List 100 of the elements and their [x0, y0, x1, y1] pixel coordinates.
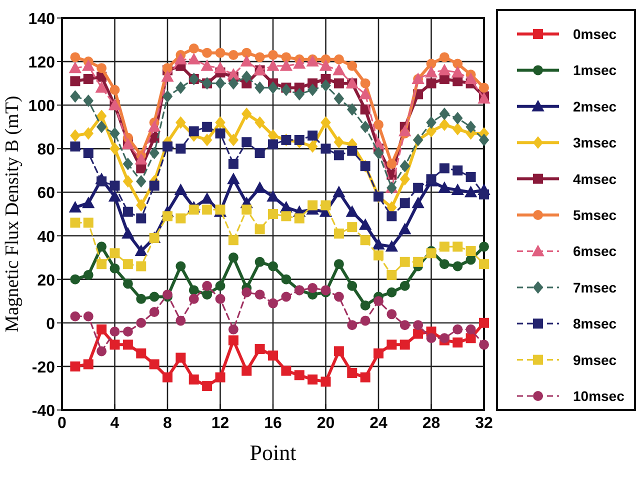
point — [452, 324, 463, 334]
point — [136, 199, 146, 212]
point — [70, 52, 80, 62]
point — [439, 118, 450, 131]
point — [412, 197, 424, 208]
point — [202, 290, 212, 300]
point — [346, 206, 358, 217]
point — [149, 180, 160, 191]
point — [82, 197, 94, 208]
point — [281, 52, 292, 62]
point — [400, 280, 410, 291]
point — [228, 252, 238, 263]
point — [466, 324, 476, 334]
point — [70, 361, 80, 372]
point — [466, 172, 476, 182]
point — [452, 123, 463, 136]
point — [110, 180, 120, 191]
point — [188, 53, 200, 64]
point — [96, 242, 107, 252]
point — [202, 280, 212, 291]
point — [360, 372, 370, 382]
point — [83, 359, 94, 370]
point — [242, 287, 252, 298]
point — [308, 84, 318, 96]
point — [162, 141, 172, 152]
point — [359, 218, 372, 230]
y-tick-label: 140 — [28, 11, 56, 28]
point — [332, 186, 345, 198]
point — [96, 259, 107, 270]
point — [176, 116, 186, 129]
x-tick-label: 28 — [422, 415, 440, 432]
point — [268, 350, 278, 361]
x-tick-label: 8 — [163, 415, 172, 432]
point — [398, 223, 411, 234]
point — [334, 259, 344, 270]
point — [202, 122, 212, 132]
point — [479, 189, 489, 200]
point — [400, 198, 410, 208]
point — [228, 134, 238, 146]
point — [136, 261, 146, 272]
point — [188, 126, 199, 136]
y-tick-label: 120 — [28, 54, 56, 72]
point — [188, 43, 199, 54]
point — [202, 134, 212, 146]
point — [188, 204, 199, 215]
point — [70, 218, 80, 228]
point — [452, 165, 463, 176]
point — [479, 259, 489, 270]
point — [386, 340, 397, 350]
point — [400, 320, 410, 330]
point — [242, 137, 252, 148]
point — [334, 78, 344, 88]
point — [479, 242, 489, 252]
x-tick-label: 32 — [475, 415, 493, 432]
point — [374, 120, 384, 130]
y-tick-label: 100 — [28, 98, 56, 116]
point — [162, 90, 172, 102]
x-tick-label: 4 — [110, 415, 120, 432]
point — [70, 311, 80, 322]
point — [242, 48, 252, 58]
point — [281, 211, 292, 222]
point — [320, 144, 331, 154]
point — [386, 211, 397, 222]
point — [215, 128, 226, 138]
point — [110, 326, 120, 337]
point — [228, 324, 238, 334]
point — [149, 292, 160, 302]
point — [149, 359, 160, 370]
point — [228, 50, 238, 60]
point — [334, 136, 344, 148]
point — [347, 222, 358, 232]
x-tick-label: 24 — [370, 415, 388, 432]
y-tick-label: -20 — [32, 359, 56, 376]
point — [110, 127, 120, 140]
point — [96, 110, 107, 122]
x-tick-label: 12 — [211, 415, 230, 432]
point — [439, 163, 450, 174]
point — [176, 316, 186, 326]
point — [294, 370, 304, 380]
point — [334, 292, 344, 302]
point — [294, 88, 304, 100]
point — [452, 261, 463, 272]
point — [254, 290, 265, 300]
point — [162, 211, 172, 222]
point — [466, 246, 476, 256]
point — [360, 300, 370, 310]
point — [478, 92, 490, 104]
point — [413, 182, 424, 193]
point — [426, 333, 436, 344]
point — [374, 250, 384, 260]
point — [122, 326, 133, 337]
point — [334, 346, 344, 356]
point — [281, 84, 292, 96]
point — [110, 248, 120, 258]
point — [242, 204, 252, 215]
point — [136, 348, 146, 358]
point — [215, 77, 226, 90]
point — [347, 103, 358, 116]
point — [268, 139, 278, 150]
point — [136, 318, 146, 328]
